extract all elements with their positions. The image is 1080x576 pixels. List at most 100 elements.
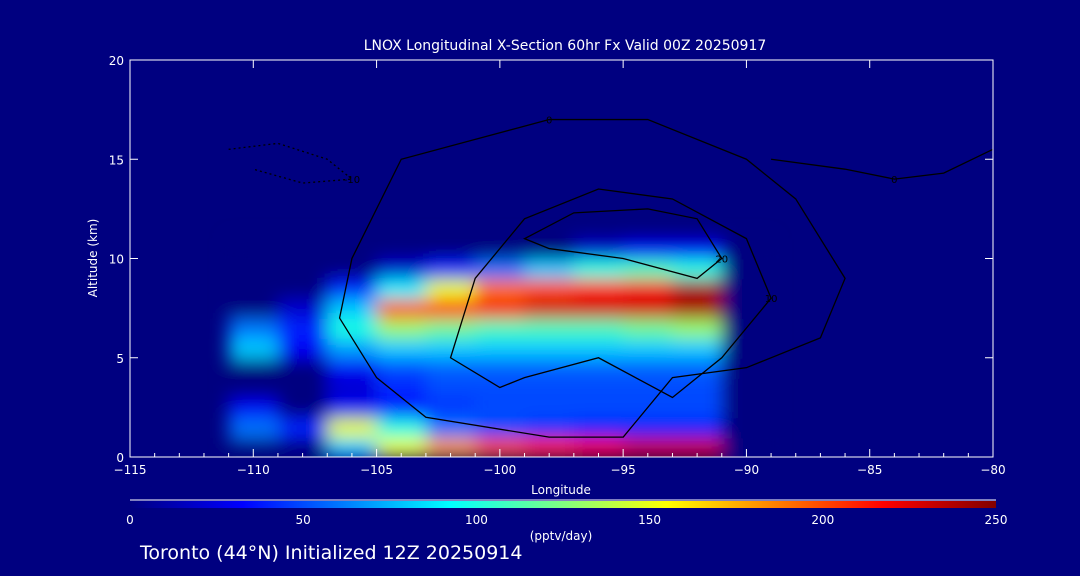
heatmap-cell [573,318,625,339]
contour-label: 0 [546,116,552,127]
heatmap-cell [376,377,427,399]
heatmap-cell [425,238,477,260]
heatmap-cell [721,397,773,419]
x-tick-label: −95 [610,463,635,477]
heatmap-cell [425,318,477,339]
contour-line [228,142,354,184]
heatmap-cell [475,238,526,260]
heatmap-cell [672,417,723,439]
contour-label: -10 [344,175,360,186]
heatmap-cell [327,258,378,280]
colorbar-label: (pptv/day) [530,529,593,543]
heatmap-cell [475,397,526,419]
colorbar-tick-label: 100 [465,513,488,527]
heatmap-cell [524,377,575,399]
x-tick-label: −90 [734,463,759,477]
x-tick-label: −100 [483,463,516,477]
heatmap-cell [573,278,625,300]
heatmap-cell [573,238,625,260]
heatmap-cell [721,417,773,439]
heatmap-cell [327,298,378,320]
heatmap-cell [721,278,773,300]
heatmap-cell [376,417,427,439]
contour-label: 0 [891,175,897,186]
heatmap-cell [228,337,279,359]
contour-label: 10 [765,294,778,305]
heatmap-cell [277,258,329,280]
heatmap-cell [327,318,378,339]
heatmap-cell [475,298,526,320]
heatmap-cell [524,437,575,457]
heatmap-cell [573,357,625,379]
heatmap-cell [228,357,279,379]
heatmap-cell [327,417,378,439]
heatmap-cell [376,278,427,300]
heatmap-cell [475,337,526,359]
contour-line [338,118,846,438]
x-axis-label: Longitude [531,483,591,497]
heatmap-cell [475,417,526,439]
heatmap-cell [672,397,723,419]
colorbar-tick-label: 200 [811,513,834,527]
heatmap-cell [376,357,427,379]
heatmap-cell [376,437,427,457]
heatmap-cell [425,357,477,379]
heatmap-cells [228,238,773,457]
heatmap-cell [228,318,279,339]
heatmap-cell [228,258,279,280]
y-tick-label: 5 [116,352,124,366]
heatmap-cell [425,417,477,439]
heatmap-cell [277,238,329,260]
heatmap-cell [573,417,625,439]
heatmap-cell [721,238,773,260]
heatmap-cell [721,437,773,457]
x-tick-label: −80 [980,463,1005,477]
heatmap-cell [475,278,526,300]
heatmap-cell [623,397,674,419]
heatmap-cell [672,357,723,379]
footer-caption: Toronto (44°N) Initialized 12Z 20250914 [140,542,523,564]
heatmap-cell [623,278,674,300]
heatmap-cell [623,318,674,339]
heatmap-cell [425,437,477,457]
heatmap-cell [376,318,427,339]
heatmap-cell [425,397,477,419]
heatmap-cell [327,357,378,379]
heatmap-cell [672,318,723,339]
heatmap-cell [573,258,625,280]
heatmap-cell [573,397,625,419]
colorbar-tick-label: 250 [985,513,1008,527]
heatmap-cell [277,377,329,399]
heatmap-cell [623,377,674,399]
heatmap-cell [376,298,427,320]
contour-line [770,148,993,180]
heatmap-cell [277,298,329,320]
heatmap-cell [672,238,723,260]
heatmap-cell [672,437,723,457]
heatmap-cell [524,337,575,359]
heatmap-cell [524,318,575,339]
heatmap-cell [376,258,427,280]
x-tick-label: −115 [114,463,147,477]
contour-lines: 0 10 20 0 -10 [228,116,993,438]
heatmap-cell [228,377,279,399]
heatmap-cell [672,377,723,399]
heatmap-cell [524,417,575,439]
heatmap-cell [376,397,427,419]
chart-title: LNOX Longitudinal X-Section 60hr Fx Vali… [364,38,767,54]
heatmap-cell [524,357,575,379]
heatmap-cell [475,357,526,379]
heatmap-cell [376,238,427,260]
heatmap-cell [228,417,279,439]
heatmap-cell [721,298,773,320]
heatmap-cell [623,298,674,320]
heatmap-cell [573,437,625,457]
heatmap-cell [573,337,625,359]
heatmap-cell [277,417,329,439]
heatmap-cell [475,437,526,457]
colorbar [130,501,996,508]
heatmap-cell [228,298,279,320]
heatmap-cell [277,318,329,339]
heatmap-cell [228,397,279,419]
